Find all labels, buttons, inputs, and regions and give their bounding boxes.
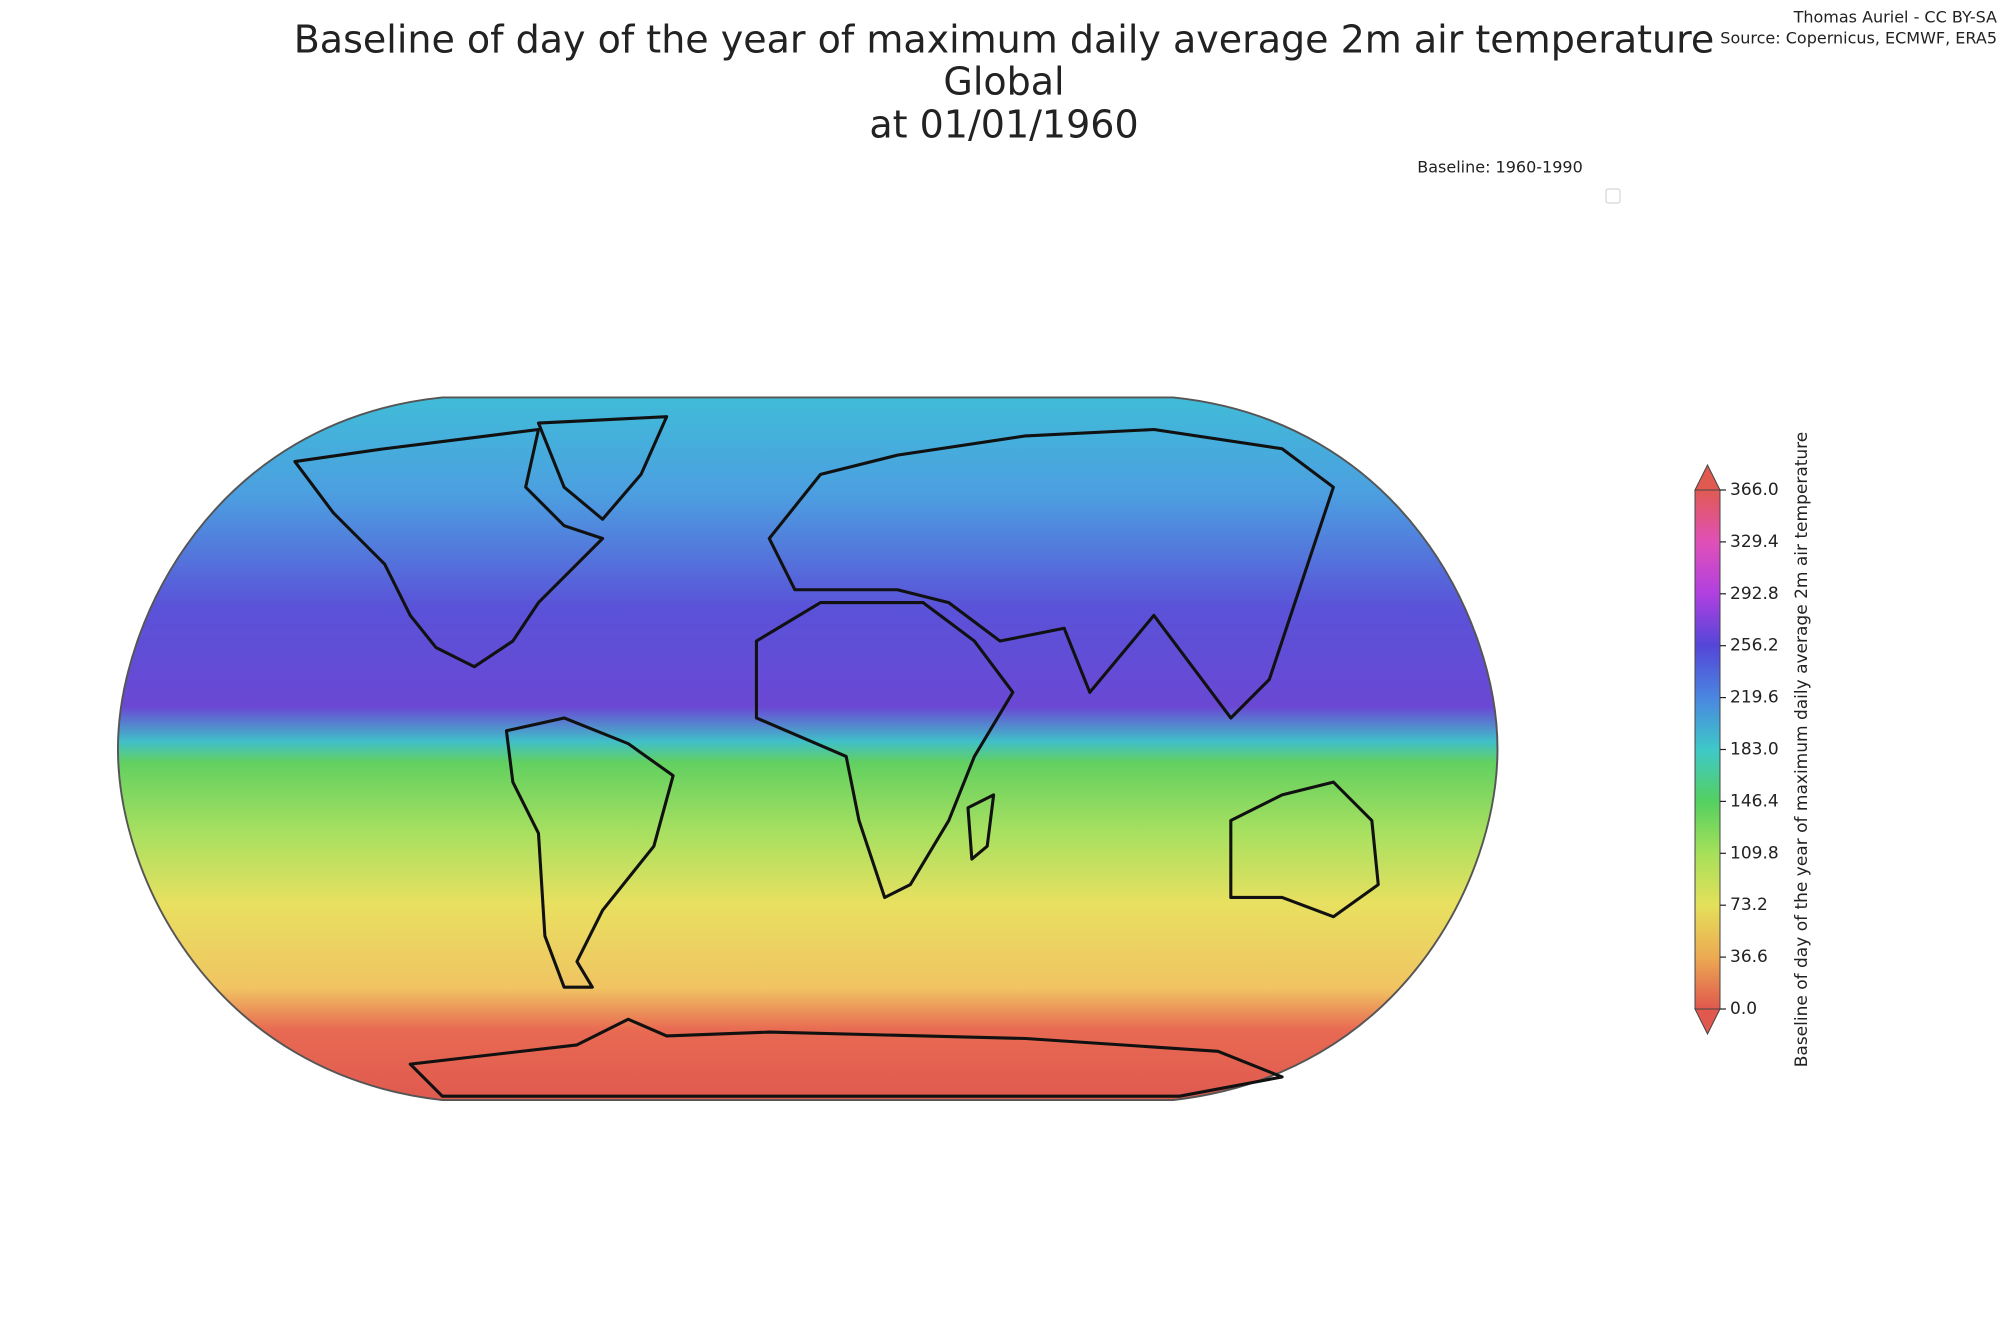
colorbar: 0.0 36.6 73.2 109.8 146.4 183.0 219.6 256.2 292.… xyxy=(1694,432,1812,1068)
note: Baseline: 1960-1990 xyxy=(1417,158,1583,177)
legend-box xyxy=(1605,188,1621,204)
title-line: at 01/01/1960 xyxy=(869,103,1138,147)
eurasia xyxy=(767,427,1335,720)
tick-label: 36.6 xyxy=(1730,947,1768,967)
tick-label: 73.2 xyxy=(1730,895,1768,915)
map-background xyxy=(116,396,1499,1102)
australia xyxy=(1229,780,1380,919)
greenland xyxy=(536,415,669,521)
colorbar-extend-bottom xyxy=(1694,1008,1721,1036)
title-line: Global xyxy=(943,60,1064,104)
north-america xyxy=(293,427,605,669)
tick-label: 183.0 xyxy=(1730,740,1779,760)
tick-label: 0.0 xyxy=(1730,999,1757,1019)
antarctica xyxy=(408,1017,1284,1098)
tick-label: 292.8 xyxy=(1730,584,1779,604)
tick-label: 146.4 xyxy=(1730,791,1779,811)
tick-label: 219.6 xyxy=(1730,688,1779,708)
map xyxy=(116,396,1499,1102)
credit: Thomas Auriel - CC BY-SA xyxy=(1793,8,1997,27)
credit: Source: Copernicus, ECMWF, ERA5 xyxy=(1720,29,1997,48)
tick-label: 329.4 xyxy=(1730,532,1779,552)
title-line: Baseline of day of the year of maximum d… xyxy=(294,18,1715,62)
africa xyxy=(754,601,1015,900)
tick-label: 109.8 xyxy=(1730,843,1779,863)
south-america xyxy=(504,716,675,989)
madagascar xyxy=(966,793,996,861)
tick-label: 366.0 xyxy=(1730,480,1779,500)
colorbar-body xyxy=(1694,489,1721,1010)
tick-label: 256.2 xyxy=(1730,636,1779,656)
colorbar-extend-top xyxy=(1694,463,1721,491)
colorbar-label: Baseline of day of the year of maximum d… xyxy=(1792,432,1812,1068)
